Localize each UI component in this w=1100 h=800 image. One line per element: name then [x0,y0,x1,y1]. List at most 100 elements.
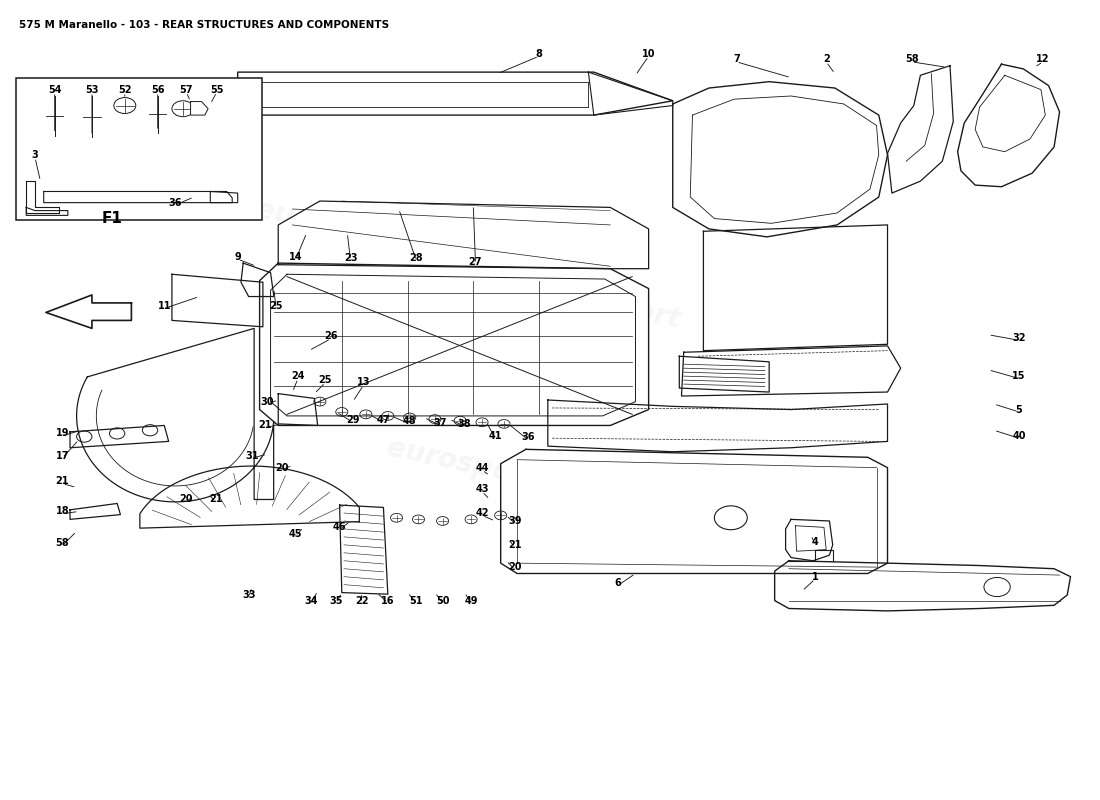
Text: 20: 20 [179,494,192,505]
Polygon shape [906,74,934,162]
Text: 22: 22 [355,595,368,606]
Text: 36: 36 [168,198,182,208]
Text: 8: 8 [536,49,542,59]
Text: 44: 44 [475,462,488,473]
Polygon shape [26,207,68,215]
Text: 9: 9 [234,252,241,262]
Text: 35: 35 [330,595,343,606]
Text: 28: 28 [409,254,424,263]
Text: 54: 54 [48,85,62,94]
Text: 4: 4 [812,537,818,546]
Text: 21: 21 [56,476,69,486]
Text: 36: 36 [521,433,535,442]
Polygon shape [278,394,318,426]
Polygon shape [70,426,168,448]
Polygon shape [210,191,238,202]
Text: 48: 48 [403,417,417,426]
Text: 51: 51 [409,595,424,606]
Text: 24: 24 [292,371,305,381]
Polygon shape [77,328,274,502]
Text: 6: 6 [615,578,622,588]
Text: 17: 17 [56,450,69,461]
Polygon shape [976,75,1045,152]
Polygon shape [888,66,954,193]
Text: 39: 39 [508,516,521,526]
Polygon shape [340,505,388,594]
Text: eurosport: eurosport [253,195,409,254]
Text: 57: 57 [179,85,192,94]
Text: 21: 21 [209,494,222,505]
FancyBboxPatch shape [16,78,262,220]
Text: 42: 42 [475,508,488,518]
Polygon shape [26,181,59,213]
Text: 52: 52 [118,85,132,94]
Text: 12: 12 [1036,54,1049,64]
Text: 34: 34 [305,595,318,606]
Polygon shape [958,64,1059,186]
Text: 19: 19 [56,429,69,438]
Polygon shape [140,466,360,528]
Polygon shape [500,450,888,574]
Text: 15: 15 [1012,371,1026,381]
Text: 5: 5 [1015,405,1022,414]
Text: 27: 27 [469,257,482,266]
Text: eurosport: eurosport [527,275,683,334]
Text: 26: 26 [324,331,338,342]
Text: 21: 21 [258,421,272,430]
Polygon shape [588,72,673,115]
Text: 55: 55 [210,85,223,94]
Text: 10: 10 [642,49,656,59]
Text: F1: F1 [101,211,122,226]
Text: 25: 25 [319,375,332,385]
Text: 21: 21 [508,540,521,550]
Text: 575 M Maranello - 103 - REAR STRUCTURES AND COMPONENTS: 575 M Maranello - 103 - REAR STRUCTURES … [19,19,388,30]
Text: 58: 58 [55,538,69,548]
Polygon shape [238,72,673,115]
Polygon shape [172,274,263,326]
Text: 40: 40 [1012,431,1026,441]
Polygon shape [70,503,120,519]
Text: 20: 20 [275,462,288,473]
Text: 7: 7 [733,54,739,64]
Polygon shape [241,263,274,297]
Polygon shape [789,550,833,561]
Text: 41: 41 [488,431,502,441]
Polygon shape [785,519,833,561]
Polygon shape [673,82,888,237]
Polygon shape [190,102,208,115]
Polygon shape [703,225,888,350]
Text: 53: 53 [85,85,99,94]
Polygon shape [795,526,826,551]
Text: 37: 37 [433,418,448,428]
Text: eurosport: eurosport [384,434,540,494]
Text: 13: 13 [358,378,371,387]
Polygon shape [260,263,649,426]
Polygon shape [682,346,901,396]
Text: 30: 30 [261,397,274,406]
Text: 29: 29 [346,415,360,425]
Text: 14: 14 [289,252,302,262]
Text: 56: 56 [151,85,164,94]
Text: 46: 46 [333,522,346,532]
Polygon shape [548,400,888,452]
Text: 45: 45 [289,529,302,538]
Text: 20: 20 [508,562,521,572]
Polygon shape [774,561,1070,611]
Text: eurosport: eurosport [669,437,825,491]
Text: 49: 49 [464,595,477,606]
Text: 58: 58 [905,54,918,64]
Text: 47: 47 [376,415,390,425]
Text: 33: 33 [242,590,255,600]
Text: 32: 32 [1012,333,1026,343]
Text: 11: 11 [157,301,170,311]
Text: 50: 50 [436,595,450,606]
Text: 25: 25 [270,301,283,311]
Text: 43: 43 [475,484,488,494]
Polygon shape [46,295,131,328]
Text: 31: 31 [245,450,258,461]
Polygon shape [44,191,232,202]
Polygon shape [691,96,879,223]
Text: 18: 18 [55,506,69,517]
Polygon shape [680,356,769,392]
Text: 16: 16 [381,595,395,606]
